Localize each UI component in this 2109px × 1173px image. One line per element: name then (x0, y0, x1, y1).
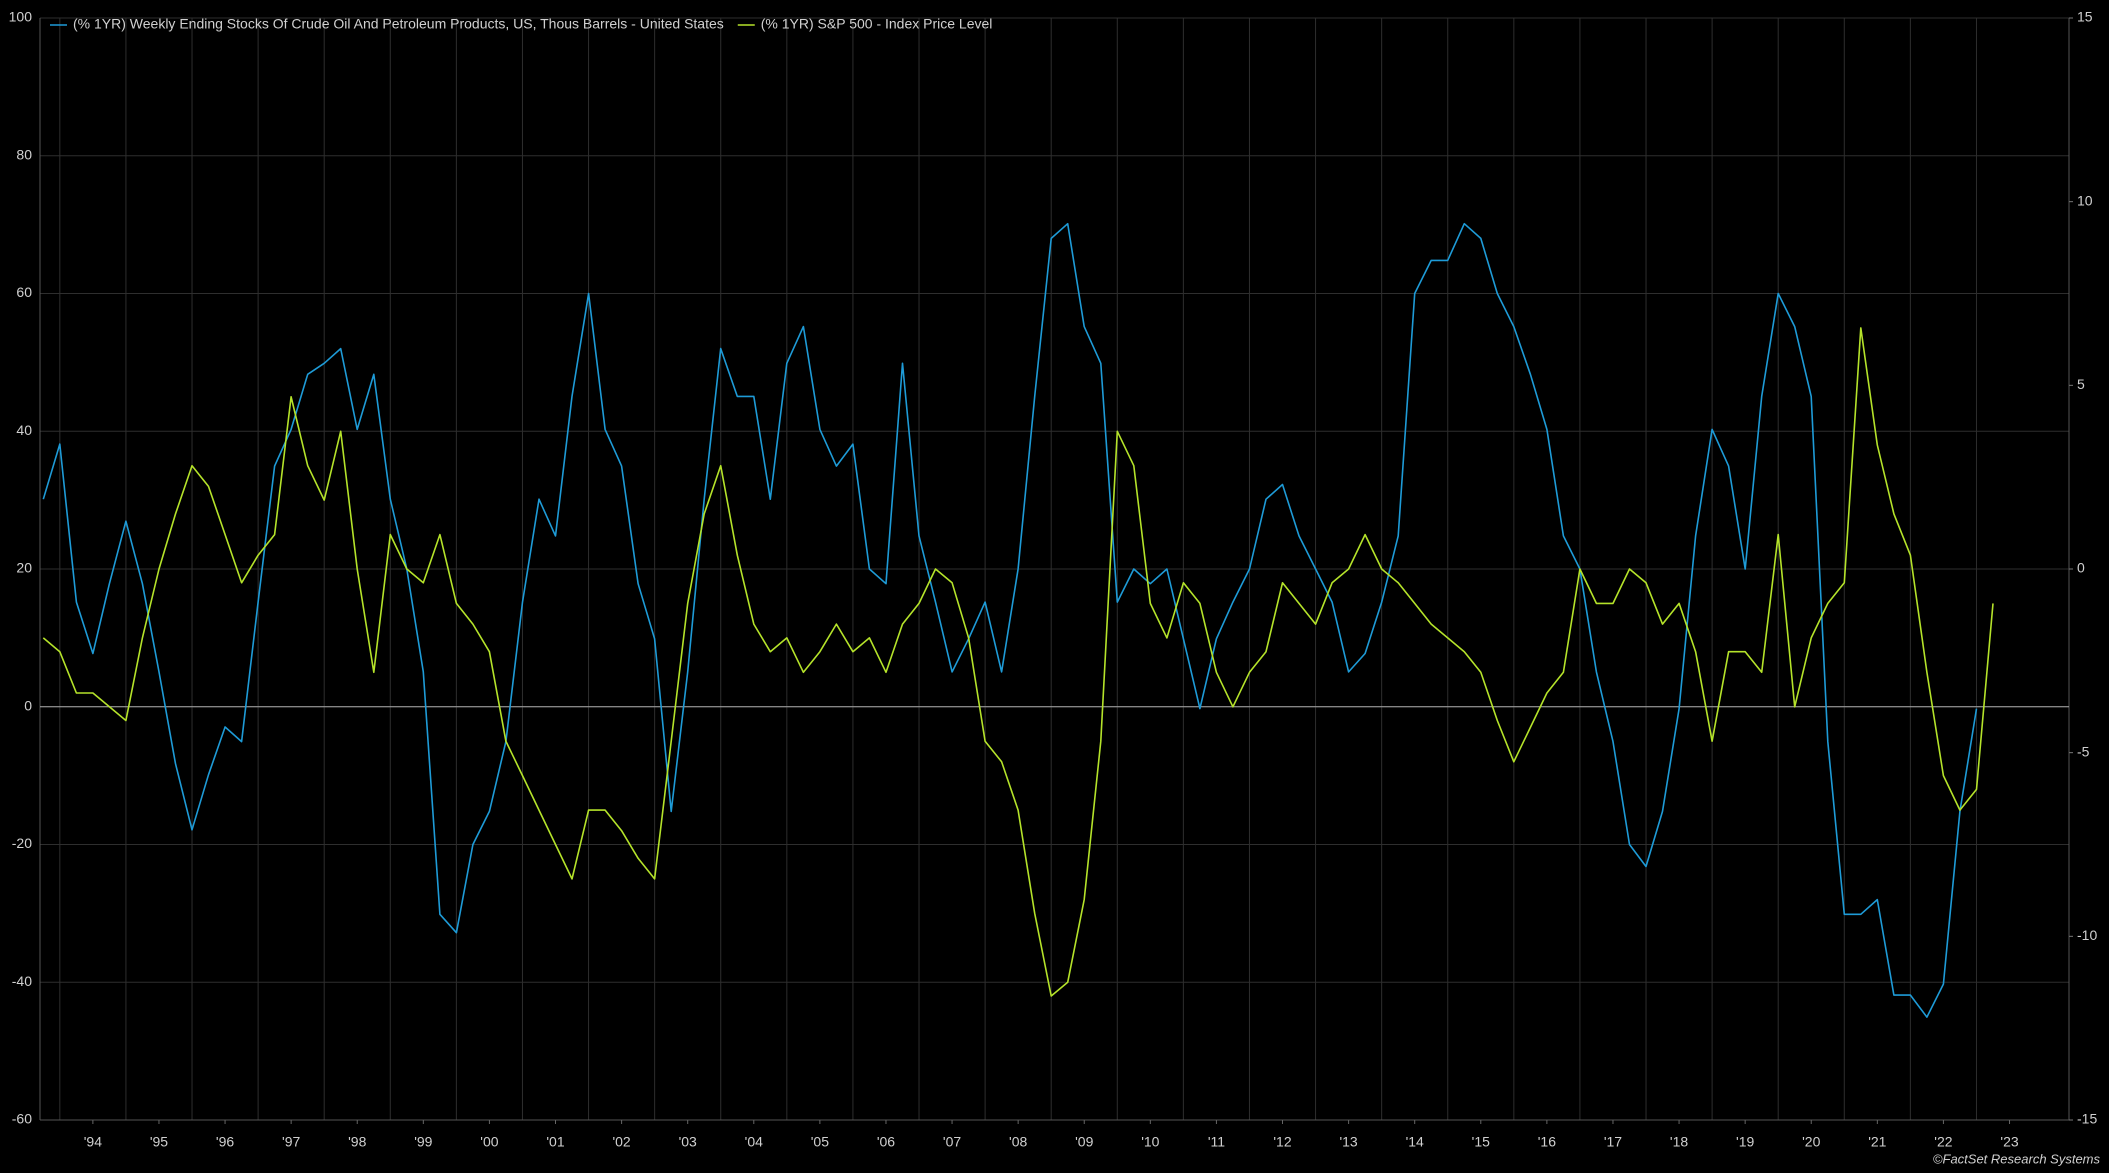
x-tick-label: '02 (612, 1134, 630, 1150)
x-tick-label: '95 (150, 1134, 168, 1150)
x-tick-label: '23 (2000, 1134, 2018, 1150)
x-tick-label: '19 (1736, 1134, 1754, 1150)
x-tick-label: '22 (1934, 1134, 1952, 1150)
x-tick-label: '97 (282, 1134, 300, 1150)
series-line (42, 327, 1994, 997)
x-tick-label: '16 (1538, 1134, 1556, 1150)
x-tick-label: '15 (1472, 1134, 1490, 1150)
x-tick-label: '20 (1802, 1134, 1820, 1150)
x-tick-label: '96 (216, 1134, 234, 1150)
x-tick-label: '12 (1273, 1134, 1291, 1150)
x-tick-label: '11 (1208, 1134, 1225, 1150)
x-tick-label: '05 (811, 1134, 829, 1150)
legend-label: (% 1YR) S&P 500 - Index Price Level (761, 16, 993, 32)
x-tick-label: '99 (414, 1134, 432, 1150)
y-tick-label: 60 (16, 284, 32, 300)
source: ©FactSet Research Systems (1933, 1151, 2101, 1166)
x-tick-label: '10 (1141, 1134, 1159, 1150)
x-tick-label: '13 (1339, 1134, 1357, 1150)
x-tick-label: '09 (1075, 1134, 1093, 1150)
y-tick-label: 0 (24, 697, 32, 713)
y2-tick-label: 10 (2077, 192, 2093, 208)
series-line (42, 222, 1978, 1018)
y-tick-label: 20 (16, 560, 32, 576)
x-tick-label: '04 (745, 1134, 763, 1150)
y2-tick-label: -5 (2077, 743, 2090, 759)
x-tick-label: '03 (679, 1134, 697, 1150)
legend-label: (% 1YR) Weekly Ending Stocks Of Crude Oi… (73, 16, 724, 32)
x-tick-label: '94 (84, 1134, 102, 1150)
x-tick-label: '00 (480, 1134, 498, 1150)
x-tick-label: '07 (943, 1134, 961, 1150)
y2-tick-label: 15 (2077, 9, 2093, 25)
y-tick-label: 100 (9, 9, 33, 25)
y2-tick-label: -15 (2077, 1111, 2097, 1127)
x-tick-label: '98 (348, 1134, 366, 1150)
y-tick-label: 80 (16, 146, 32, 162)
x-tick-label: '14 (1406, 1134, 1424, 1150)
y2-tick-label: -10 (2077, 927, 2097, 943)
x-tick-label: '01 (546, 1134, 564, 1150)
x-tick-label: '06 (877, 1134, 895, 1150)
x-tick-label: '17 (1604, 1134, 1622, 1150)
y-tick-label: -20 (12, 835, 32, 851)
grid (40, 17, 2069, 1121)
y-tick-label: -40 (12, 973, 32, 989)
y2-tick-label: 5 (2077, 376, 2085, 392)
x-tick-label: '18 (1670, 1134, 1688, 1150)
y-tick-label: -60 (12, 1111, 32, 1127)
x-tick-label: '21 (1868, 1134, 1886, 1150)
x-tick-label: '08 (1009, 1134, 1027, 1150)
y2-tick-label: 0 (2077, 560, 2085, 576)
y-tick-label: 40 (16, 422, 32, 438)
